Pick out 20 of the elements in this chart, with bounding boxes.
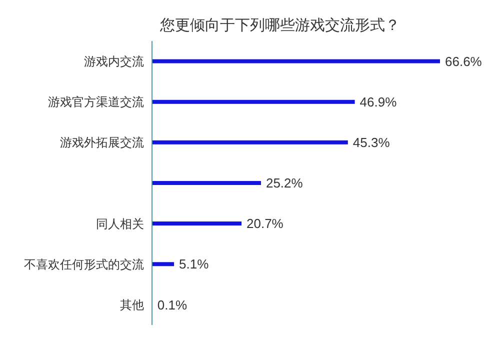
bar: [152, 59, 440, 64]
bar: [152, 262, 174, 266]
y-tick-label: 游戏外拓展交流: [60, 136, 144, 150]
y-tick-label: 其他: [120, 298, 144, 312]
data-label: 66.6%: [445, 54, 482, 69]
y-tick-label: 游戏内交流: [84, 54, 144, 69]
y-tick-label: 同人相关: [96, 216, 144, 231]
bar: [152, 100, 355, 104]
y-tick-label: 游戏官方渠道交流: [48, 95, 144, 110]
data-label: 25.2%: [266, 176, 304, 191]
data-label: 20.7%: [246, 216, 284, 232]
data-label: 45.3%: [352, 135, 390, 150]
bar: [152, 222, 242, 226]
bar: [152, 180, 261, 185]
y-tick-label: 不喜欢任何形式的交流: [24, 257, 144, 272]
bar: [152, 140, 348, 144]
chart-title: 您更倾向于下列哪些游戏交流形式？: [159, 16, 401, 35]
data-label: 0.1%: [157, 297, 188, 312]
data-label: 5.1%: [179, 256, 210, 272]
data-label: 46.9%: [360, 94, 398, 110]
